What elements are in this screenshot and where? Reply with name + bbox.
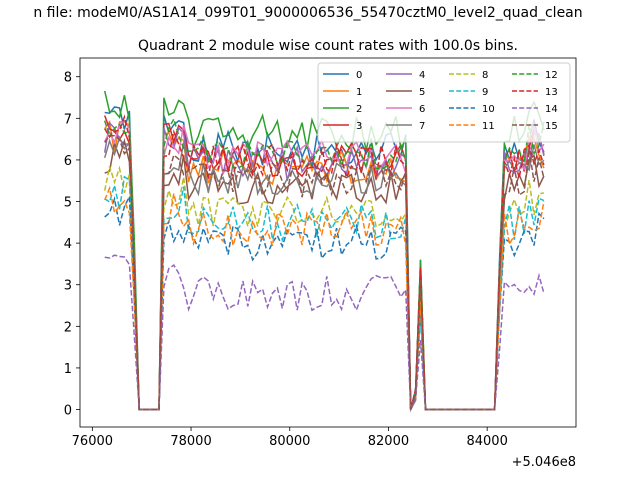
legend-box xyxy=(317,62,571,143)
legend-label-13: 13 xyxy=(545,87,558,98)
plot-frame xyxy=(79,57,577,428)
y-tick-label: 5 xyxy=(64,196,72,211)
legend-label-9: 9 xyxy=(482,87,488,98)
series-line-15 xyxy=(104,134,545,411)
y-axis: 0 1 2 3 4 5 6 7 8 xyxy=(64,71,80,419)
legend-label-7: 7 xyxy=(419,121,425,132)
chart-title: Quadrant 2 module wise count rates with … xyxy=(138,38,518,54)
x-tick-label: 82000 xyxy=(368,434,409,449)
legend-label-10: 10 xyxy=(482,104,495,115)
legend-label-1: 1 xyxy=(356,87,362,98)
x-tick-label: 84000 xyxy=(466,434,507,449)
series-line-13 xyxy=(104,114,545,411)
legend-label-4: 4 xyxy=(419,70,425,81)
x-tick-label: 76000 xyxy=(72,434,113,449)
legend-label-12: 12 xyxy=(545,70,558,81)
y-tick-label: 6 xyxy=(64,154,72,169)
legend-label-3: 3 xyxy=(356,121,362,132)
legend-label-14: 14 xyxy=(545,104,558,115)
legend-label-0: 0 xyxy=(356,70,362,81)
x-tick-label: 80000 xyxy=(269,434,310,449)
y-tick-label: 1 xyxy=(64,362,72,377)
x-axis: 76000 78000 80000 82000 84000 xyxy=(72,427,508,449)
legend-label-5: 5 xyxy=(419,87,425,98)
legend-label-6: 6 xyxy=(419,104,425,115)
legend-label-2: 2 xyxy=(356,104,362,115)
series-line-8 xyxy=(103,165,545,411)
x-offset-label: +5.046e8 xyxy=(512,455,576,470)
figure-suptitle: n file: modeM0/AS1A14_099T01_9000006536_… xyxy=(33,5,582,21)
series-layer xyxy=(103,90,545,413)
legend-label-11: 11 xyxy=(482,121,495,132)
x-tick-label: 78000 xyxy=(170,434,211,449)
y-tick-label: 8 xyxy=(64,71,72,86)
y-tick-label: 2 xyxy=(64,320,72,335)
y-tick-label: 4 xyxy=(64,237,72,252)
legend-label-8: 8 xyxy=(482,70,488,81)
legend-label-15: 15 xyxy=(545,121,558,132)
y-tick-label: 7 xyxy=(64,112,72,127)
y-tick-label: 0 xyxy=(64,404,72,419)
y-tick-label: 3 xyxy=(64,279,72,294)
